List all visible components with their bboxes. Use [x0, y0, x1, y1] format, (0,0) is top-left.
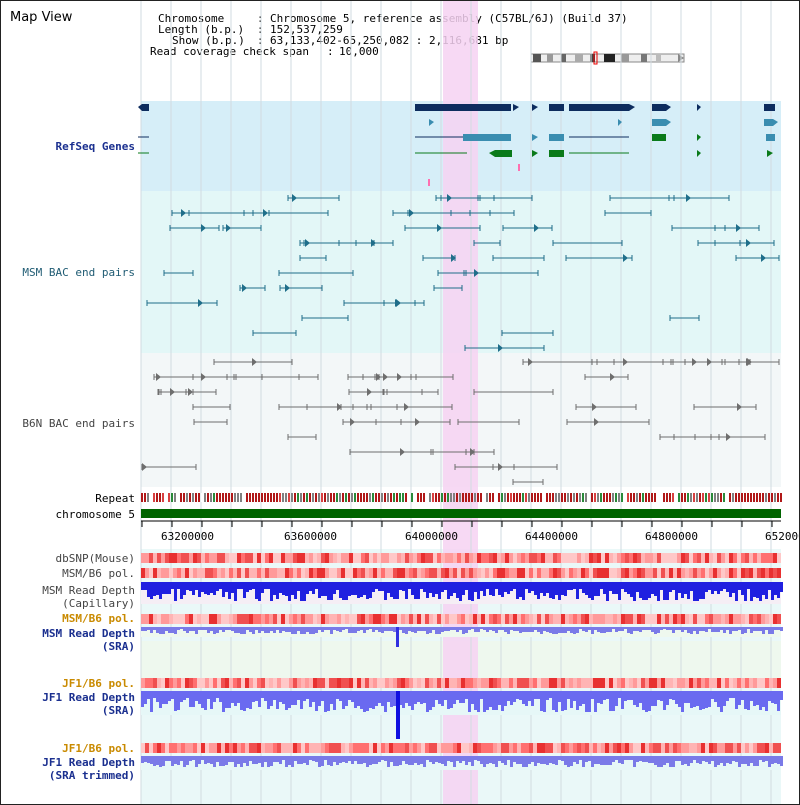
refseq-genes[interactable] [138, 104, 778, 186]
axis-tick-label: 64800000 [645, 530, 698, 543]
msm-bac-features[interactable] [146, 194, 780, 352]
polymorphism-heatmaps[interactable] [141, 553, 781, 753]
track-label-jf1-read-sra: JF1 Read Depth [42, 691, 135, 704]
position-axis [141, 520, 781, 527]
track-label-msm-read-cap-sub: (Capillary) [62, 597, 135, 610]
track-label-jf1-b6-pol-2: JF1/B6 pol. [62, 742, 135, 755]
show-label: Show (b.p.) [172, 34, 245, 47]
read-depth-plots[interactable] [141, 582, 783, 770]
chromosome-sep: : [257, 12, 264, 25]
length-value: 152,537,259 [270, 23, 343, 36]
length-label: Length (b.p.) [158, 23, 245, 36]
track-label-msm-read-sra-sub: (SRA) [101, 640, 135, 653]
axis-tick-label: 65200000 [765, 530, 799, 543]
coverage-sep: : [327, 45, 334, 58]
axis-tick-label: 63200000 [161, 530, 214, 543]
track-label-msm-b6-pol-1: MSM/B6 pol. [62, 567, 135, 580]
repeat-track[interactable] [141, 493, 782, 502]
track-label-msm-read-sra: MSM Read Depth [42, 627, 135, 640]
view-title: Map View [10, 10, 73, 25]
axis-tick-label: 63600000 [284, 530, 337, 543]
track-label-refseq: RefSeq Genes [55, 140, 135, 153]
b6n-bac-features[interactable] [141, 358, 780, 485]
track-label-msm-read-cap: MSM Read Depth [42, 584, 135, 597]
track-label-jf1-read-sra-sub: (SRA) [101, 704, 135, 717]
track-label-jf1-b6-pol-1: JF1/B6 pol. [62, 677, 135, 690]
track-label-repeat: Repeat [95, 492, 135, 505]
track-label-chromosome: chromosome 5 [55, 508, 135, 521]
coverage-label: Read coverage check span [150, 45, 309, 58]
track-label-msm-bac: MSM BAC end pairs [22, 266, 135, 279]
length-sep: : [257, 23, 264, 36]
track-label-jf1-read-trim-sub: (SRA trimmed) [48, 769, 135, 782]
show-sep: : [257, 34, 264, 47]
axis-tick-label: 64400000 [525, 530, 578, 543]
axis-tick-label: 64000000 [405, 530, 458, 543]
coverage-value: 10,000 [339, 45, 379, 58]
chromosome-label: Chromosome [158, 12, 225, 25]
chromosome-bar [141, 509, 781, 518]
track-label-b6n-bac: B6N BAC end pairs [22, 417, 135, 430]
chromosome-ideogram[interactable] [530, 51, 685, 65]
track-label-msm-b6-pol-2: MSM/B6 pol. [62, 612, 135, 625]
track-label-jf1-read-trim: JF1 Read Depth [42, 756, 135, 769]
track-label-dbsnp: dbSNP(Mouse) [55, 552, 135, 565]
